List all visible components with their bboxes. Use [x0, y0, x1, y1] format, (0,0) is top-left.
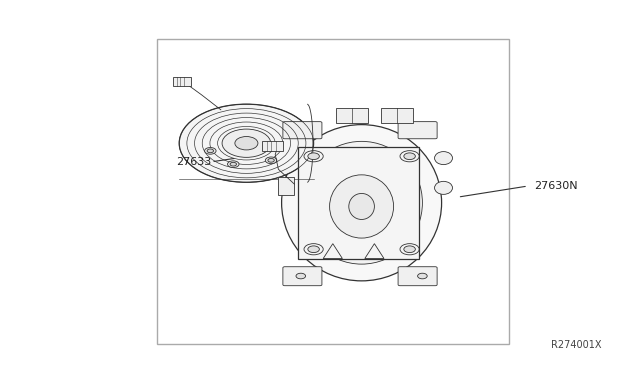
Bar [173, 77, 191, 86]
FancyBboxPatch shape [283, 122, 322, 139]
Ellipse shape [230, 162, 236, 166]
Text: 27630N: 27630N [534, 181, 578, 191]
Bar [278, 177, 294, 195]
Ellipse shape [349, 193, 374, 219]
Ellipse shape [330, 175, 394, 238]
Ellipse shape [205, 148, 216, 154]
Ellipse shape [227, 161, 239, 167]
Ellipse shape [207, 149, 214, 153]
Ellipse shape [435, 152, 452, 165]
FancyBboxPatch shape [398, 267, 437, 286]
Ellipse shape [235, 137, 258, 150]
FancyBboxPatch shape [398, 122, 437, 139]
Ellipse shape [296, 273, 306, 279]
Text: 27633: 27633 [176, 157, 211, 167]
Bar [381, 108, 413, 123]
Ellipse shape [404, 153, 415, 160]
Bar [336, 108, 368, 123]
Bar [262, 141, 283, 151]
Ellipse shape [308, 246, 319, 253]
Ellipse shape [417, 273, 428, 279]
Ellipse shape [435, 182, 452, 195]
Text: R274001X: R274001X [551, 340, 602, 350]
Ellipse shape [222, 129, 271, 157]
Ellipse shape [179, 104, 314, 182]
Ellipse shape [268, 158, 275, 162]
Ellipse shape [301, 141, 422, 264]
Ellipse shape [282, 125, 442, 281]
Bar [157, 39, 509, 344]
Ellipse shape [266, 157, 277, 164]
Ellipse shape [404, 246, 415, 253]
Bar [298, 147, 419, 259]
FancyBboxPatch shape [283, 267, 322, 286]
Ellipse shape [308, 153, 319, 160]
